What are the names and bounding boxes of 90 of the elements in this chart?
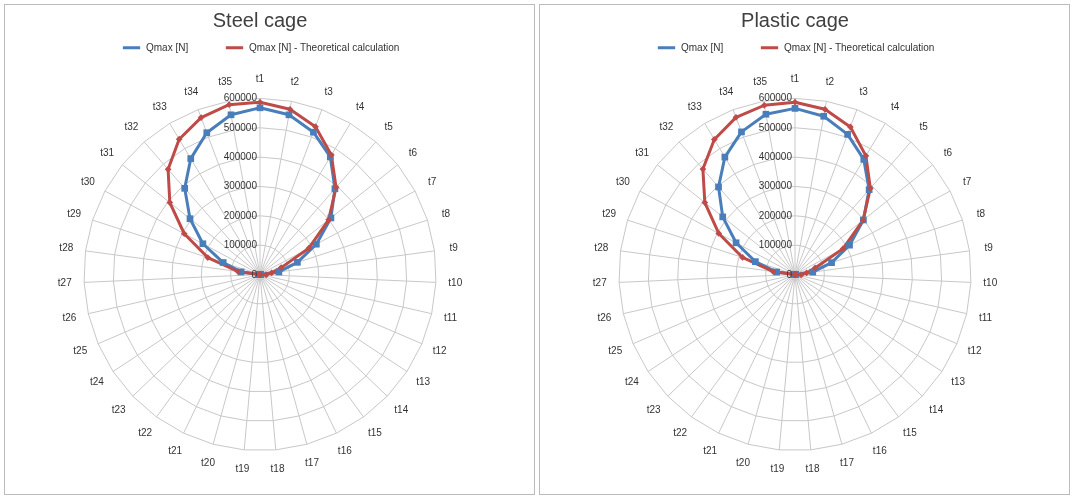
spoke-label: t16 (337, 444, 353, 456)
spoke-label: t32 (124, 121, 139, 133)
spoke-label: t7 (427, 175, 437, 187)
spoke-label: t1 (790, 73, 800, 85)
y-tick-label: 500000 (223, 121, 258, 133)
spoke-label: t2 (290, 76, 300, 88)
chart-title: Steel cage (212, 9, 308, 31)
spoke-label: t1 (255, 73, 265, 85)
spoke-label: t33 (152, 100, 168, 112)
spoke-label: t14 (929, 403, 944, 415)
y-tick-label: 400000 (758, 151, 793, 163)
spoke-label: t8 (976, 208, 986, 220)
spoke-label: t12 (967, 345, 983, 357)
spoke-label: t34 (719, 85, 734, 97)
spoke-label: t25 (73, 345, 88, 357)
spoke-label: t30 (615, 175, 631, 187)
spoke-label: t9 (449, 242, 459, 254)
spoke-label: t32 (659, 121, 674, 133)
y-tick-label: 300000 (758, 180, 793, 192)
spoke-label: t29 (67, 208, 82, 220)
legend-label: Qmax [N] - Theoretical calculation (249, 41, 400, 53)
spoke-label: t28 (59, 242, 74, 254)
spoke-label: t3 (324, 85, 334, 97)
spoke-label: t26 (597, 311, 612, 323)
spoke-label: t24 (624, 376, 640, 388)
y-tick-label: 0 (251, 268, 258, 280)
spoke-label: t23 (646, 403, 662, 415)
spoke-label: t15 (902, 426, 918, 438)
y-tick-label: 0 (786, 268, 793, 280)
spoke-label: t10 (448, 277, 463, 289)
spoke-label: t9 (984, 242, 994, 254)
spoke-label: t6 (408, 146, 418, 158)
spoke-label: t35 (218, 76, 233, 88)
spoke-label: t4 (356, 100, 365, 112)
spoke-label: t2 (825, 76, 835, 88)
y-tick-label: 400000 (223, 151, 258, 163)
spoke-label: t13 (416, 376, 431, 388)
spoke-label: t4 (891, 100, 900, 112)
legend-label: Qmax [N] (146, 41, 189, 53)
spoke-label: t35 (753, 76, 768, 88)
spoke-label: t24 (89, 376, 105, 388)
legend-label: Qmax [N] (681, 41, 724, 53)
spoke-label: t5 (384, 121, 394, 133)
spoke-label: t11 (978, 311, 993, 323)
spoke-label: t17 (305, 456, 320, 468)
spoke-label: t20 (736, 456, 751, 468)
spoke-label: t26 (62, 311, 77, 323)
spoke-label: t16 (872, 444, 888, 456)
spoke-label: t7 (962, 175, 972, 187)
spoke-label: t31 (635, 146, 650, 158)
y-tick-label: 200000 (758, 209, 793, 221)
spoke-label: t25 (608, 345, 623, 357)
legend-label: Qmax [N] - Theoretical calculation (784, 41, 935, 53)
y-tick-label: 600000 (758, 92, 793, 104)
spoke-label: t31 (100, 146, 115, 158)
spoke-label: t17 (840, 456, 855, 468)
spoke-label: t18 (805, 463, 820, 475)
spoke-label: t14 (394, 403, 409, 415)
spoke-label: t13 (951, 376, 966, 388)
spoke-label: t12 (432, 345, 448, 357)
y-tick-label: 600000 (223, 92, 258, 104)
spoke-label: t28 (594, 242, 609, 254)
spoke-label: t22 (673, 426, 688, 438)
spoke-label: t19 (235, 463, 250, 475)
spoke-label: t11 (443, 311, 458, 323)
spoke-label: t23 (111, 403, 127, 415)
chart-title: Plastic cage (741, 9, 849, 31)
spoke-label: t3 (859, 85, 869, 97)
spoke-label: t18 (270, 463, 285, 475)
spoke-label: t10 (983, 277, 998, 289)
spoke-label: t5 (919, 121, 929, 133)
spoke-label: t34 (184, 85, 199, 97)
spoke-label: t22 (138, 426, 153, 438)
spoke-label: t33 (687, 100, 703, 112)
spoke-label: t20 (201, 456, 216, 468)
spoke-label: t27 (592, 277, 608, 289)
y-tick-label: 300000 (223, 180, 258, 192)
spoke-label: t29 (602, 208, 617, 220)
spoke-label: t8 (441, 208, 451, 220)
y-tick-label: 200000 (223, 209, 258, 221)
spoke-label: t27 (57, 277, 73, 289)
spoke-label: t19 (770, 463, 785, 475)
spoke-label: t21 (168, 444, 183, 456)
spoke-label: t15 (367, 426, 383, 438)
spoke-label: t21 (703, 444, 718, 456)
y-tick-label: 100000 (758, 239, 793, 251)
spoke-label: t30 (80, 175, 96, 187)
spoke-label: t6 (943, 146, 953, 158)
y-tick-label: 500000 (758, 121, 793, 133)
y-tick-label: 100000 (223, 239, 258, 251)
